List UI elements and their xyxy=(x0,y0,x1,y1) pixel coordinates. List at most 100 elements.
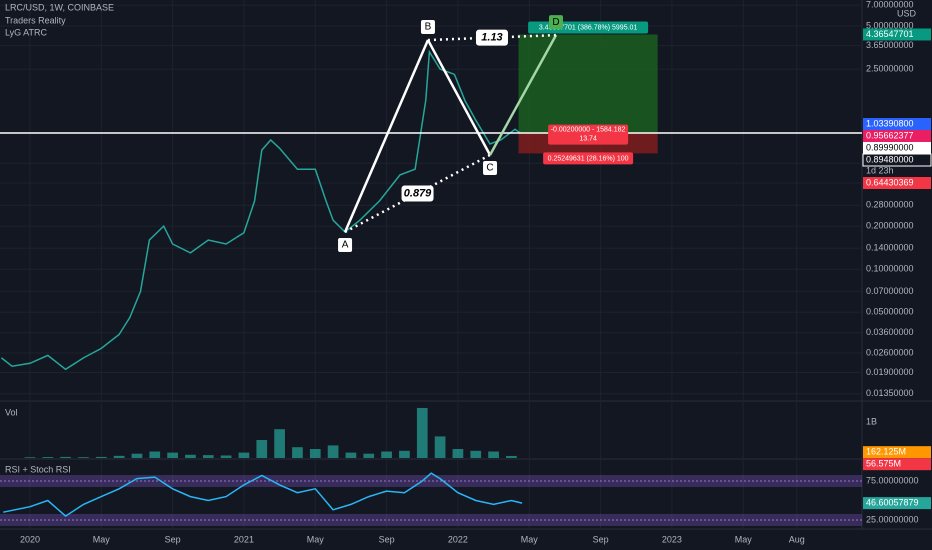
price-tag-label: 0.89480000 xyxy=(866,154,914,164)
unit-label: USD xyxy=(897,8,917,18)
price-tag-label: 1.03390800 xyxy=(866,118,914,128)
volume-bar xyxy=(42,457,54,458)
x-tick-label: 2023 xyxy=(662,534,682,544)
price-tag xyxy=(863,142,931,155)
rsi-band xyxy=(0,474,862,487)
volume-bar xyxy=(220,455,232,458)
volume-bar xyxy=(24,457,36,458)
pattern-leg xyxy=(426,39,492,156)
y-tick-label: 2.50000000 xyxy=(866,63,914,73)
x-tick-label: May xyxy=(521,534,539,544)
label-box xyxy=(548,124,629,145)
x-tick-label: 2020 xyxy=(20,534,40,544)
price-line xyxy=(3,472,523,518)
volume-bar xyxy=(256,440,268,458)
volume-bar xyxy=(309,449,321,458)
y-tick-label: 0.01900000 xyxy=(866,367,914,377)
price-tag xyxy=(863,28,931,41)
position-label: 0.25249631 (28.16%) 100 xyxy=(548,155,629,162)
point-box xyxy=(420,20,435,35)
price-tag xyxy=(863,130,931,143)
pattern-leg xyxy=(343,39,430,233)
target-zone xyxy=(518,34,658,133)
point-label: B xyxy=(425,22,432,33)
rsi-band xyxy=(0,513,862,526)
y-tick-label: 0.07000000 xyxy=(866,286,914,296)
price-line xyxy=(0,49,521,371)
y-tick-label: 1B xyxy=(866,416,877,426)
x-tick-label: May xyxy=(307,534,325,544)
y-tick-label: 0.20000000 xyxy=(866,221,914,231)
y-tick-label: 0.28000000 xyxy=(866,200,914,210)
x-tick-label: 2021 xyxy=(234,534,254,544)
point-label: A xyxy=(342,240,349,251)
y-tick-label: 5.00000000 xyxy=(866,20,914,30)
point-label: C xyxy=(486,163,493,174)
x-tick-label: Sep xyxy=(165,534,181,544)
price-tag-label: 4.36547701 xyxy=(866,29,914,39)
position-label: -0.00200000 - 1584.182 xyxy=(551,126,626,133)
volume-bar xyxy=(327,445,339,458)
price-tag xyxy=(863,177,931,190)
position-label: 13.74 xyxy=(579,135,597,142)
price-tag xyxy=(863,497,931,510)
price-tag-label: 162.125M xyxy=(866,447,906,457)
y-tick-label: 7.00000000 xyxy=(866,0,914,9)
price-tag xyxy=(862,153,932,167)
volume-bar xyxy=(488,451,499,458)
indicator: LyG ATRC xyxy=(5,27,48,37)
y-tick-label: 75.00000000 xyxy=(866,475,919,485)
y-tick-label: 0.01350000 xyxy=(866,388,914,398)
price-tag-label: 0.89990000 xyxy=(866,142,914,152)
volume-bar xyxy=(238,452,250,458)
volume-bar xyxy=(292,447,303,458)
x-tick-label: Sep xyxy=(593,534,609,544)
volume-bar xyxy=(416,407,428,458)
volume-bar xyxy=(185,454,196,458)
ratio-box xyxy=(475,29,508,46)
price-tag-label: 46.60057879 xyxy=(866,497,919,507)
indicator: Traders Reality xyxy=(5,15,66,25)
volume-bar xyxy=(149,451,161,458)
point-box xyxy=(338,237,353,252)
label-box xyxy=(543,152,634,165)
volume-bar xyxy=(202,455,214,458)
x-tick-label: Sep xyxy=(379,534,395,544)
countdown: 1d 23h xyxy=(866,165,894,175)
volume-bar xyxy=(274,429,285,458)
y-tick-label: 0.03600000 xyxy=(866,327,914,337)
volume-bar xyxy=(381,451,392,458)
volume-bar xyxy=(363,453,375,458)
volume-bar xyxy=(470,450,482,458)
volume-bar xyxy=(345,452,357,458)
y-tick-label: 0.02600000 xyxy=(866,347,914,357)
volume-bar xyxy=(434,436,446,458)
volume-bar xyxy=(506,455,517,458)
volume-bar xyxy=(399,450,410,458)
point-box xyxy=(549,15,564,30)
pane-title: Vol xyxy=(5,407,18,417)
volume-bar xyxy=(78,457,89,458)
position-label: 3.46867701 (386.78%) 5995.01 xyxy=(539,24,638,31)
price-tag xyxy=(863,458,931,471)
pane-title: RSI + Stoch RSI xyxy=(5,464,71,474)
symbol: LRC/USD, 1W, COINBASE xyxy=(5,2,114,12)
volume-bar xyxy=(167,452,178,458)
volume-bar xyxy=(452,449,464,458)
price-tag xyxy=(863,446,931,459)
volume-bar xyxy=(113,455,125,458)
price-tag xyxy=(863,118,931,131)
x-tick-label: May xyxy=(735,534,753,544)
x-tick-label: 2022 xyxy=(448,534,468,544)
point-box xyxy=(483,161,498,176)
y-tick-label: 25.00000000 xyxy=(866,514,919,524)
ratio-label: 0.879 xyxy=(404,187,432,199)
ratio-label: 1.13 xyxy=(481,31,502,43)
pattern-leg xyxy=(488,34,558,156)
volume-bar xyxy=(60,456,71,458)
ratio-box xyxy=(401,185,434,202)
volume-bar xyxy=(95,456,107,458)
y-tick-label: 0.10000000 xyxy=(866,264,914,274)
